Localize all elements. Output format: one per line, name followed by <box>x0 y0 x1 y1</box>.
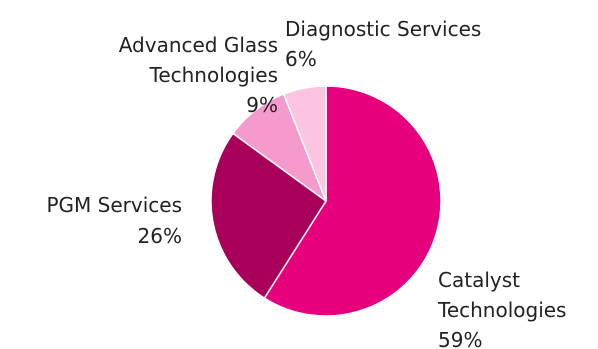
slice-label-advanced-glass-2: Technologies <box>149 63 278 87</box>
pie-slice-pgm-services <box>210 132 327 299</box>
label-advanced-glass-technologies: Advanced Glass Technologies 9% <box>119 33 278 117</box>
slice-label-diagnostic-services: Diagnostic Services <box>285 17 481 41</box>
slice-value-advanced-glass: 9% <box>246 93 278 117</box>
label-pgm-services: PGM Services 26% <box>46 193 182 248</box>
pie-slice-catalyst-technologies <box>263 85 442 317</box>
slice-label-catalyst-2: Technologies <box>437 298 566 322</box>
slice-label-pgm-services: PGM Services <box>46 193 182 217</box>
slice-label-catalyst-1: Catalyst <box>438 268 520 292</box>
slice-label-advanced-glass-1: Advanced Glass <box>119 33 278 57</box>
slice-value-catalyst: 59% <box>438 328 482 349</box>
label-catalyst-technologies: Catalyst Technologies 59% <box>437 268 566 349</box>
slice-value-diagnostic-services: 6% <box>285 47 317 71</box>
pie-slices <box>210 85 442 317</box>
slice-value-pgm-services: 26% <box>138 224 182 248</box>
pie-slice-diagnostic-services <box>282 85 327 202</box>
label-diagnostic-services: Diagnostic Services 6% <box>285 17 481 71</box>
